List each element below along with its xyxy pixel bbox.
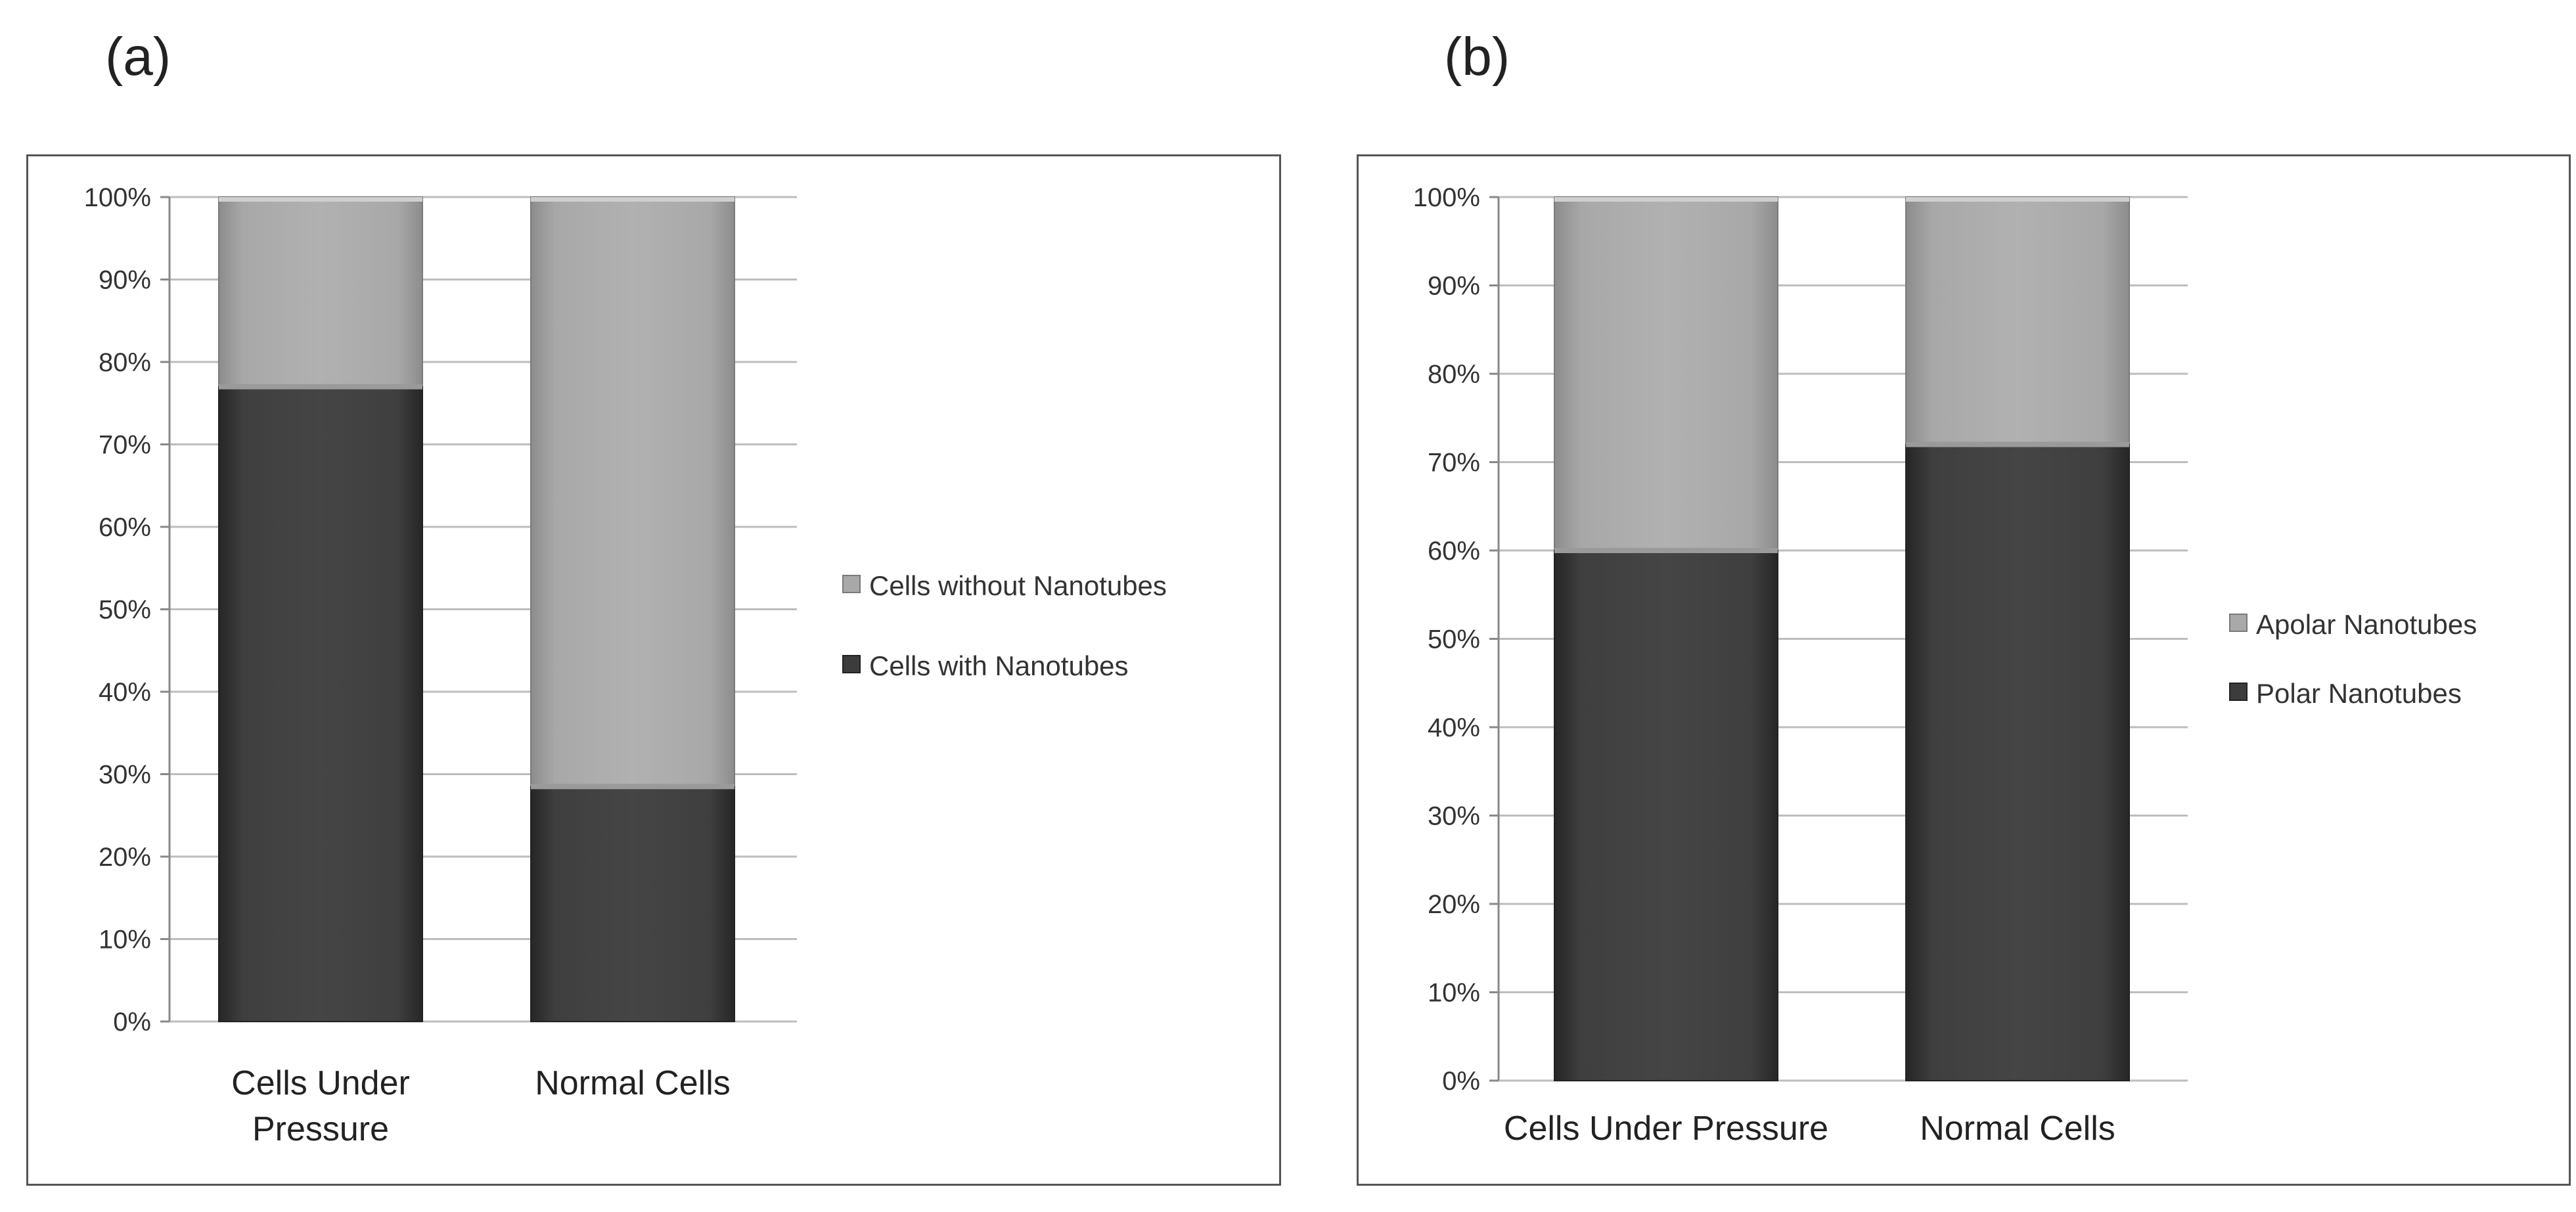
y-tick-label: 100%: [1413, 183, 1480, 212]
chart-a: 0% 10% 20% 30% 40% 50% 60% 70% 80% 90% 100% Cells U…: [84, 183, 1167, 1148]
y-tick-label: 60%: [99, 513, 151, 542]
legend-entry: Cells without Nanotubes: [869, 570, 1167, 601]
bar-top-cap: [531, 197, 734, 202]
y-tick-label: 40%: [99, 678, 151, 707]
legend-entry: Polar Nanotubes: [2256, 678, 2462, 709]
y-tick-label: 30%: [99, 761, 151, 790]
chart-a-frame: 0% 10% 20% 30% 40% 50% 60% 70% 80% 90% 100% Cells U…: [26, 154, 1281, 1186]
bar-segment-cells-without-nanotubes: [530, 196, 735, 788]
y-tick-label: 50%: [1428, 625, 1480, 654]
bar-segment-polar-nanotubes: [1905, 443, 2130, 1082]
chart-b: 0% 10% 20% 30% 40% 50% 60% 70% 80% 90% 100% Cells U…: [1413, 183, 2477, 1148]
bar-boundary: [531, 784, 734, 790]
x-category-label: Normal Cells: [1920, 1110, 2115, 1148]
y-tick-label: 90%: [1428, 272, 1480, 301]
y-tick-label: 20%: [99, 843, 151, 872]
panel-b-label: (b): [1444, 27, 1510, 87]
bar-segment-cells-without-nanotubes: [218, 196, 423, 388]
bar-top-cap: [219, 197, 422, 202]
y-tick-label: 60%: [1428, 537, 1480, 566]
y-tick-label: 40%: [1428, 713, 1480, 742]
bar-segment-polar-nanotubes: [1554, 550, 1778, 1081]
y-tick-label: 70%: [99, 431, 151, 460]
bar-boundary: [1554, 548, 1778, 553]
y-tick-label: 80%: [99, 348, 151, 377]
chart-b-frame: 0% 10% 20% 30% 40% 50% 60% 70% 80% 90% 100% Cells U…: [1357, 154, 2571, 1186]
panel-a-label: (a): [105, 27, 171, 87]
bar-top-cap: [1554, 197, 1778, 202]
y-tick-label: 30%: [1428, 802, 1480, 831]
y-tick-label: 100%: [84, 183, 151, 212]
y-tick-label: 0%: [113, 1008, 151, 1037]
y-tick-label: 90%: [99, 266, 151, 295]
y-tick-label: 10%: [99, 926, 151, 954]
y-tick-label: 50%: [99, 596, 151, 625]
bar-boundary: [219, 384, 422, 390]
bar-segment-apolar-nanotubes: [1905, 196, 2130, 445]
legend-entry: Apolar Nanotubes: [2256, 609, 2477, 640]
bar-segment-cells-with-nanotubes: [530, 786, 735, 1022]
bar-top-cap: [1906, 197, 2129, 202]
legend-swatch: [842, 655, 861, 673]
y-tick-label: 0%: [1442, 1067, 1480, 1096]
y-tick-label: 20%: [1428, 890, 1480, 919]
y-tick-label: 80%: [1428, 360, 1480, 389]
x-category-label: Cells Under: [231, 1064, 410, 1102]
x-category-label: Cells Under Pressure: [1504, 1110, 1828, 1148]
y-tick-label: 70%: [1428, 449, 1480, 478]
y-tick-label: 10%: [1428, 979, 1480, 1008]
bar-segment-cells-with-nanotubes: [218, 386, 423, 1022]
x-category-label: Pressure: [252, 1110, 389, 1148]
x-category-label: Normal Cells: [535, 1064, 731, 1102]
legend-entry: Cells with Nanotubes: [869, 650, 1129, 681]
legend-swatch: [842, 575, 861, 593]
legend-swatch: [2229, 683, 2248, 701]
bar-segment-apolar-nanotubes: [1554, 196, 1778, 551]
bar-boundary: [1906, 441, 2129, 447]
legend-swatch: [2229, 614, 2248, 632]
